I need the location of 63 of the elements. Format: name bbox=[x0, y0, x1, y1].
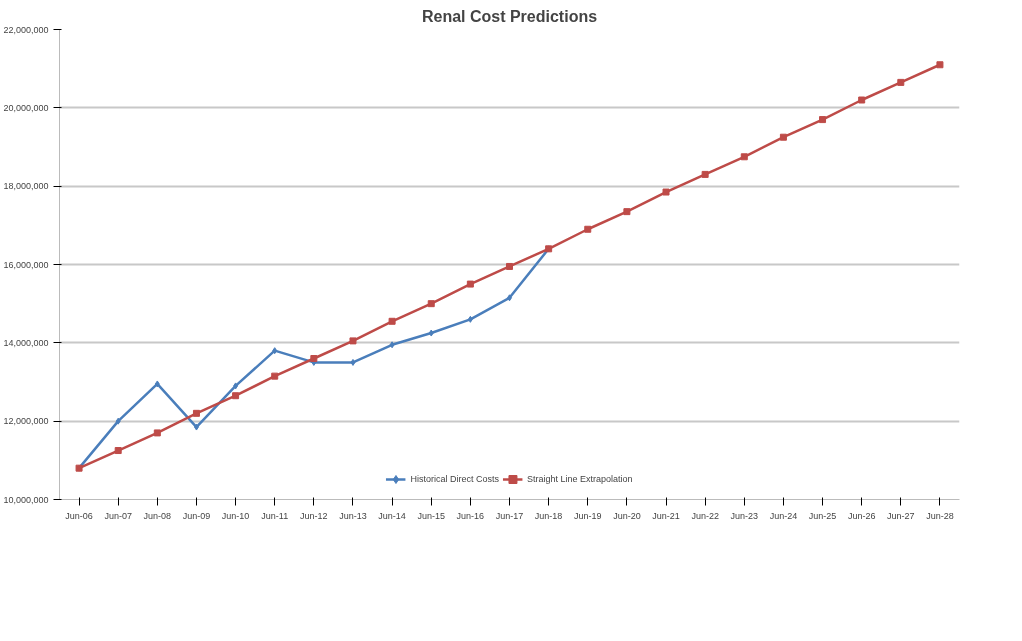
x-tick-label: Jun-06 bbox=[65, 510, 93, 521]
point bbox=[897, 78, 905, 86]
x-tick-label: Jun-14 bbox=[378, 510, 406, 521]
x-tick-label: Jun-20 bbox=[613, 510, 641, 521]
point bbox=[310, 355, 318, 362]
y-tick-label: 14,000,000 bbox=[3, 337, 49, 348]
x-tick-label: Jun-24 bbox=[769, 510, 798, 521]
y-tick-label: 16,000,000 bbox=[3, 259, 49, 270]
x-tick-label: Jun-17 bbox=[495, 510, 524, 521]
x-tick-label: Jun-16 bbox=[456, 510, 485, 521]
x-tick-label: Jun-09 bbox=[182, 510, 211, 521]
point bbox=[272, 347, 278, 355]
chart-title: Renal Cost Predictions bbox=[421, 7, 598, 25]
point bbox=[623, 208, 631, 216]
legend-label: Historical Direct Costs bbox=[410, 474, 499, 484]
point bbox=[389, 341, 395, 349]
point bbox=[427, 300, 435, 308]
point bbox=[233, 382, 239, 390]
x-tick-label: Jun-18 bbox=[534, 510, 563, 521]
point bbox=[271, 372, 279, 380]
x-tick-label: Jun-27 bbox=[887, 510, 915, 521]
point bbox=[114, 447, 122, 455]
x-tick-label: Jun-13 bbox=[339, 510, 367, 521]
x-tick-label: Jun-10 bbox=[221, 510, 250, 521]
point bbox=[936, 61, 944, 69]
x-tick-label: Jun-08 bbox=[143, 510, 172, 521]
x-tick-label: Jun-22 bbox=[691, 510, 719, 521]
x-tick-label: Jun-26 bbox=[847, 510, 876, 521]
y-tick-label: 18,000,000 bbox=[3, 181, 49, 192]
point bbox=[428, 329, 434, 337]
point bbox=[115, 417, 121, 425]
x-tick-label: Jun-11 bbox=[261, 510, 289, 521]
x-tick-label: Jun-25 bbox=[808, 510, 837, 521]
point bbox=[662, 188, 670, 196]
x-tick-label: Jun-23 bbox=[730, 510, 759, 521]
y-tick-label: 10,000,000 bbox=[3, 494, 49, 505]
point bbox=[858, 96, 866, 104]
y-tick-label: 20,000,000 bbox=[3, 102, 49, 113]
point bbox=[819, 116, 827, 124]
x-tick-label: Jun-07 bbox=[104, 510, 132, 521]
y-tick-label: 22,000,000 bbox=[3, 24, 49, 35]
point bbox=[350, 358, 356, 366]
point bbox=[232, 392, 240, 400]
x-tick-label: Jun-12 bbox=[300, 510, 328, 521]
point bbox=[701, 170, 709, 178]
point bbox=[584, 225, 592, 233]
x-tick-label: Jun-21 bbox=[652, 510, 680, 521]
x-tick-label: Jun-15 bbox=[417, 510, 446, 521]
point bbox=[349, 337, 357, 345]
point bbox=[153, 429, 161, 437]
point bbox=[467, 315, 473, 323]
point bbox=[740, 153, 748, 161]
x-tick-label: Jun-19 bbox=[574, 510, 602, 521]
point bbox=[506, 262, 513, 270]
point bbox=[154, 380, 160, 388]
point bbox=[192, 409, 200, 417]
point bbox=[466, 280, 474, 288]
x-tick-label: Jun-28 bbox=[926, 510, 954, 521]
point bbox=[193, 423, 199, 431]
point bbox=[388, 317, 396, 325]
legend-label: Straight Line Extrapolation bbox=[526, 474, 633, 484]
y-tick-label: 12,000,000 bbox=[3, 416, 49, 427]
point bbox=[779, 133, 787, 141]
